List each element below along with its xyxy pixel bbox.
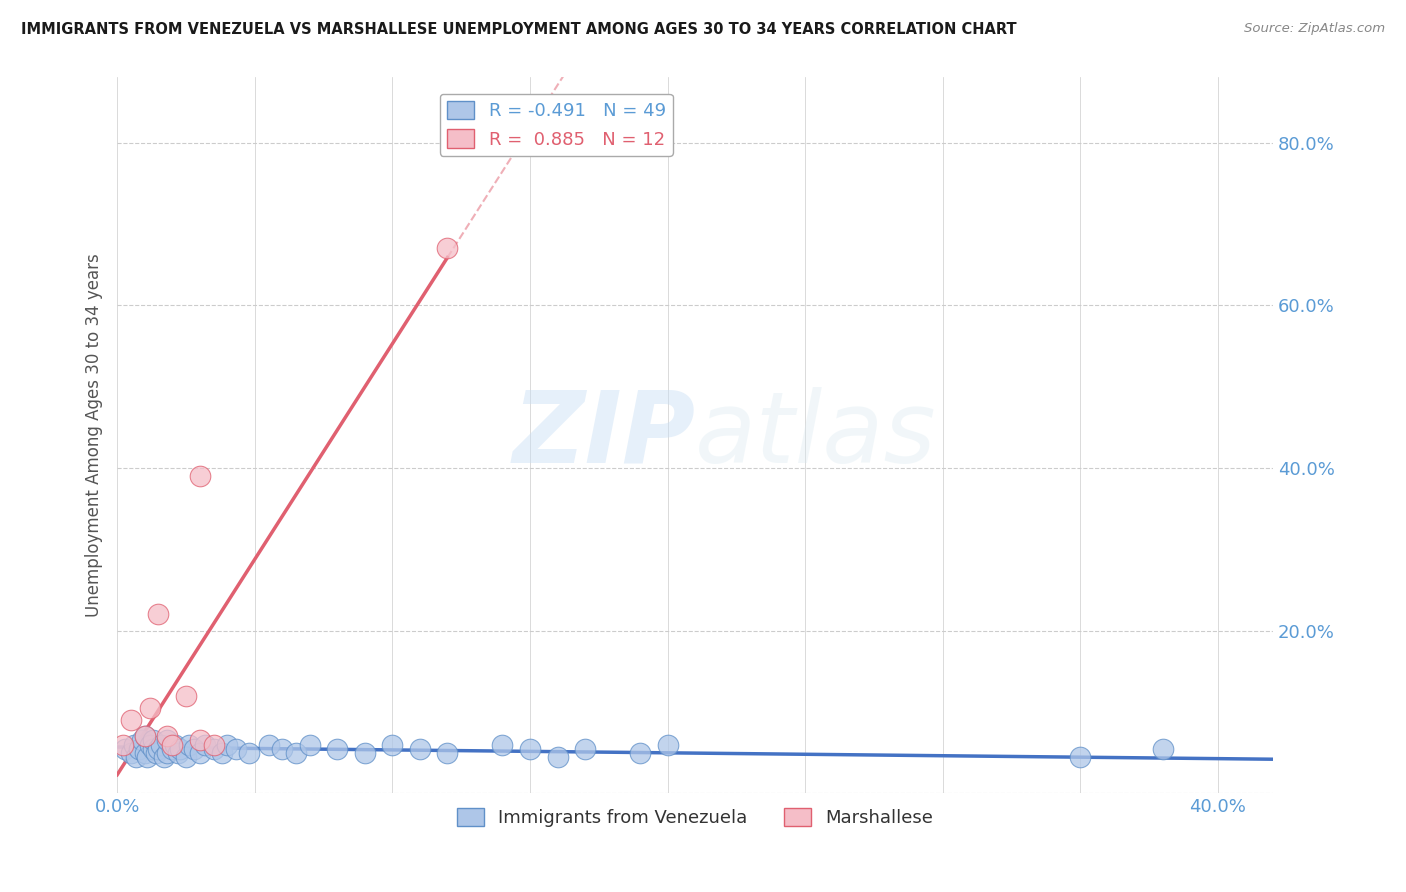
Point [202,741,225,756]
Point [326,741,349,756]
Y-axis label: Unemployment Among Ages 30 to 34 years: Unemployment Among Ages 30 to 34 years [86,253,103,617]
Point [156,746,179,760]
Point [217,738,239,752]
Point [120,713,142,727]
Legend: Immigrants from Venezuela, Marshallese: Immigrants from Venezuela, Marshallese [450,801,941,834]
Text: Source: ZipAtlas.com: Source: ZipAtlas.com [1244,22,1385,36]
Point [128,741,150,756]
Point [436,241,458,255]
Point [111,738,134,752]
Point [134,730,156,744]
Point [657,738,679,752]
Point [114,741,136,756]
Point [194,738,217,752]
Point [211,746,233,760]
Point [285,746,308,760]
Point [169,741,191,756]
Point [381,738,404,752]
Point [174,749,197,764]
Point [238,746,260,760]
Point [134,730,156,744]
Point [409,741,432,756]
Point [174,689,197,703]
Point [188,746,211,760]
Text: atlas: atlas [695,387,936,483]
Point [298,738,321,752]
Point [131,733,153,747]
Point [139,738,162,752]
Point [574,741,596,756]
Point [142,733,165,747]
Point [188,733,211,747]
Point [160,738,183,752]
Point [177,738,200,752]
Point [1152,741,1174,756]
Point [125,749,148,764]
Point [163,738,186,752]
Point [136,749,159,764]
Point [183,741,205,756]
Point [257,738,280,752]
Point [134,746,156,760]
Point [1069,749,1091,764]
Point [156,733,179,747]
Point [120,746,142,760]
Point [148,607,170,622]
Point [150,738,173,752]
Text: IMMIGRANTS FROM VENEZUELA VS MARSHALLESE UNEMPLOYMENT AMONG AGES 30 TO 34 YEARS : IMMIGRANTS FROM VENEZUELA VS MARSHALLESE… [21,22,1017,37]
Point [122,738,145,752]
Point [271,741,294,756]
Point [519,741,541,756]
Point [491,738,513,752]
Point [547,749,569,764]
Point [139,701,162,715]
Point [153,749,176,764]
Text: ZIP: ZIP [512,387,695,483]
Point [160,741,183,756]
Point [145,746,167,760]
Point [436,746,458,760]
Point [166,746,188,760]
Point [156,730,179,744]
Point [148,741,170,756]
Point [354,746,377,760]
Point [188,469,211,483]
Point [142,741,165,756]
Point [628,746,651,760]
Point [202,738,225,752]
Point [225,741,247,756]
